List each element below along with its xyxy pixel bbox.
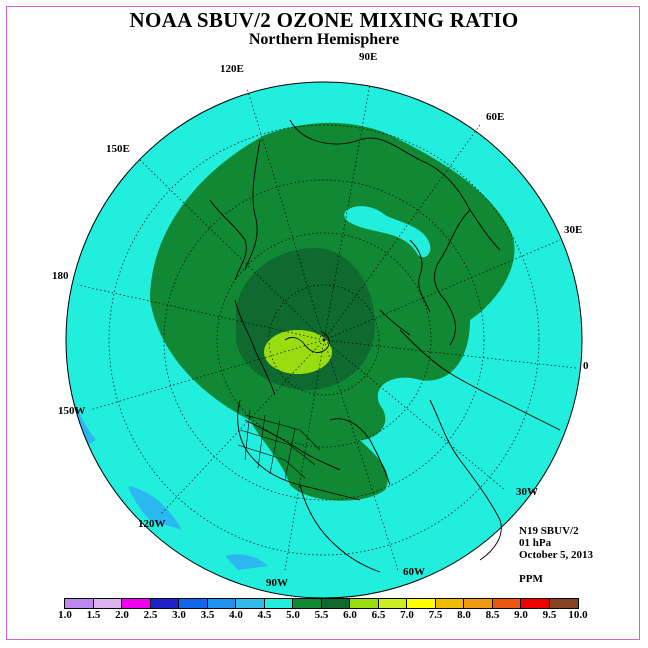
satellite-label: N19 SBUV/2 xyxy=(519,525,579,537)
ozone-field-hole xyxy=(344,206,431,258)
map-subtitle: Northern Hemisphere xyxy=(248,31,400,48)
colorbar-segment xyxy=(321,599,350,608)
lon-label-30w: 30W xyxy=(516,486,538,498)
colorbar-segment xyxy=(293,599,322,608)
colorbar-segment xyxy=(378,599,407,608)
colorbar xyxy=(64,598,579,609)
colorbar-segment xyxy=(549,599,578,608)
colorbar-tick-label: 1.5 xyxy=(86,609,101,621)
colorbar-segment xyxy=(93,599,122,608)
colorbar-segment xyxy=(407,599,436,608)
date-label: October 5, 2013 xyxy=(519,549,594,561)
colorbar-segment xyxy=(435,599,464,608)
page-frame xyxy=(6,6,640,640)
lon-label-30e: 30E xyxy=(564,224,583,236)
latitude-circles xyxy=(108,124,540,556)
colorbar-tick-label: 10.0 xyxy=(568,609,588,621)
colorbar-tick-label: 2.0 xyxy=(115,609,129,621)
colorbar-segment xyxy=(264,599,293,608)
colorbar-tick-label: 5.0 xyxy=(286,609,300,621)
lon-label-60e: 60E xyxy=(486,111,505,123)
lon-label-120e: 120E xyxy=(220,63,244,75)
colorbar-tick-label: 3.5 xyxy=(200,609,215,621)
colorbar-tick-label: 7.0 xyxy=(400,609,414,621)
lon-label-150w: 150W xyxy=(58,405,86,417)
ozone-field-low-3 xyxy=(225,554,268,570)
colorbar-segment xyxy=(150,599,179,608)
colorbar-segment xyxy=(65,599,94,608)
colorbar-tick-label: 4.0 xyxy=(229,609,243,621)
ozone-field-6-0 xyxy=(264,330,332,374)
map-title: NOAA SBUV/2 OZONE MIXING RATIO xyxy=(129,8,519,32)
colorbar-segment xyxy=(207,599,236,608)
lon-label-120w: 120W xyxy=(138,518,166,530)
colorbar-segment xyxy=(350,599,379,608)
colorbar-tick-label: 4.5 xyxy=(257,609,272,621)
colorbar-tick-label: 6.0 xyxy=(343,609,357,621)
lon-label-180: 180 xyxy=(52,270,69,282)
colorbar-tick-label: 9.5 xyxy=(542,609,557,621)
colorbar-tick-label: 3.0 xyxy=(172,609,186,621)
colorbar-segment xyxy=(492,599,521,608)
coastlines xyxy=(209,119,561,573)
pressure-level-label: 01 hPa xyxy=(519,537,552,549)
colorbar-tick-label: 5.5 xyxy=(314,609,329,621)
us-state-lines xyxy=(237,409,321,481)
colorbar-segment xyxy=(521,599,550,608)
units-label: PPM xyxy=(519,573,543,585)
lon-label-0: 0 xyxy=(583,360,589,372)
lon-label-150e: 150E xyxy=(106,143,130,155)
ozone-field-low-2 xyxy=(128,486,182,530)
colorbar-tick-label: 6.5 xyxy=(371,609,386,621)
lon-label-60w: 60W xyxy=(403,566,425,578)
colorbar-segment xyxy=(179,599,208,608)
lon-label-90w: 90W xyxy=(266,577,288,589)
colorbar-segment xyxy=(236,599,265,608)
colorbar-segment xyxy=(122,599,151,608)
colorbar-tick-label: 8.0 xyxy=(457,609,471,621)
colorbar-tick-label: 9.0 xyxy=(514,609,528,621)
colorbar-segment xyxy=(464,599,493,608)
lon-label-90e: 90E xyxy=(359,51,378,63)
colorbar-tick-label: 8.5 xyxy=(485,609,500,621)
ozone-field-low-1 xyxy=(70,390,96,445)
colorbar-tick-label: 7.5 xyxy=(428,609,443,621)
colorbar-tick-label: 2.5 xyxy=(143,609,158,621)
colorbar-tick-label: 1.0 xyxy=(58,609,72,621)
meridians xyxy=(77,83,577,571)
